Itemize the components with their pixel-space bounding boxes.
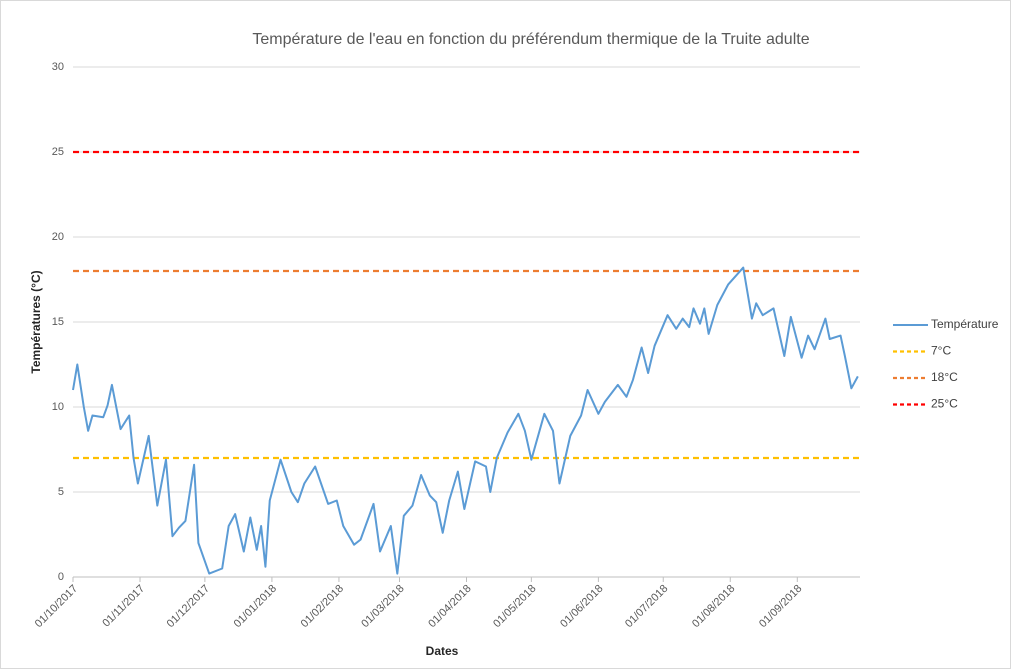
y-axis-title: Températures (°C) [29, 270, 43, 373]
y-tick-label: 15 [52, 316, 64, 328]
legend-label: 18°C [931, 370, 958, 384]
x-axis-title: Dates [426, 644, 459, 658]
y-tick-label: 20 [52, 231, 64, 243]
data-line [72, 266, 859, 575]
legend: Température 7°C 18°C 25°C [893, 317, 999, 411]
y-tick-label: 10 [52, 401, 64, 413]
y-tick-label: 5 [58, 486, 64, 498]
y-tick-label: 0 [58, 571, 64, 583]
legend-label: 7°C [931, 344, 951, 358]
chart-title: Température de l'eau en fonction du préf… [252, 31, 809, 48]
y-tick-label: 25 [52, 146, 64, 158]
y-tick-label: 30 [52, 61, 64, 73]
legend-label: Température [931, 317, 999, 331]
legend-label: 25°C [931, 397, 958, 411]
